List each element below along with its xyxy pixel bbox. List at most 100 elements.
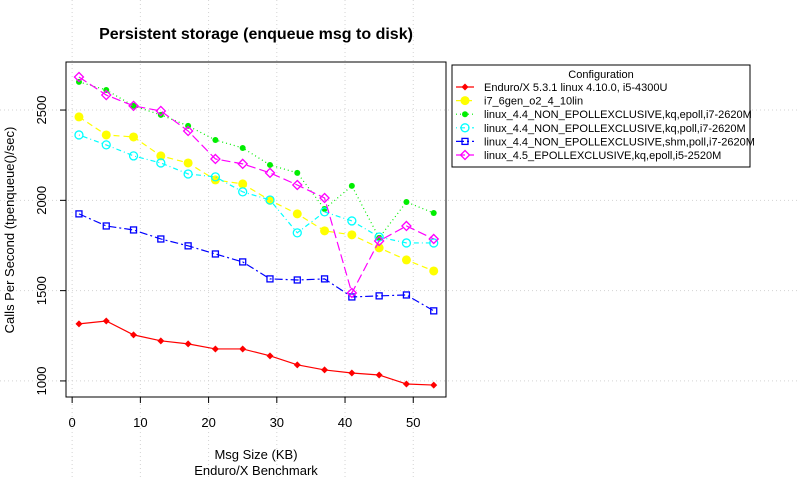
data-point: [128, 100, 139, 112]
series-5: [73, 71, 440, 299]
data-point: [266, 161, 273, 168]
data-point: [156, 158, 166, 168]
legend-marker: [462, 111, 468, 118]
data-point: [237, 158, 249, 170]
legend-label: i7_6gen_o2_4_10lin: [484, 96, 583, 108]
data-point: [430, 381, 438, 389]
data-point: [102, 222, 110, 230]
data-point: [184, 340, 192, 348]
legend-item: linux_4.5_EPOLLEXCLUSIVE,kq,epoll,i5-252…: [456, 149, 721, 162]
data-point: [266, 352, 274, 360]
data-point: [157, 235, 165, 243]
legend-label: linux_4.4_NON_EPOLLEXCLUSIVE,kq,epoll,i7…: [484, 109, 752, 121]
series-2: [75, 78, 437, 241]
data-point: [348, 369, 356, 377]
data-point: [130, 331, 138, 339]
series-line: [78, 320, 434, 386]
x-axis-label: Msg Size (KB): [214, 447, 297, 462]
data-point: [156, 151, 166, 161]
data-point: [321, 366, 329, 374]
data-point: [183, 169, 193, 179]
series-line: [78, 116, 434, 272]
data-point: [182, 125, 194, 137]
data-point: [210, 175, 220, 185]
legend-item: linux_4.4_NON_EPOLLEXCLUSIVE,kq,epoll,i7…: [456, 109, 752, 121]
legend: Configuration Enduro/X 5.3.1 linux 4.10.…: [451, 64, 755, 168]
data-point: [266, 275, 274, 283]
series-1: [74, 112, 439, 276]
data-point: [155, 105, 167, 117]
series-4: [75, 210, 438, 315]
data-point: [428, 233, 440, 245]
y-tick-label: 1000: [34, 366, 49, 395]
data-point: [211, 250, 220, 258]
data-point: [291, 179, 303, 191]
legend-label: linux_4.4_NON_EPOLLEXCLUSIVE,kq,poll,i7-…: [484, 123, 746, 135]
data-point: [157, 337, 165, 345]
legend-marker: [461, 83, 469, 91]
data-point: [429, 266, 439, 276]
data-point: [402, 291, 411, 299]
data-point: [211, 345, 219, 353]
x-tick-label: 0: [69, 415, 76, 430]
series-line: [78, 134, 434, 244]
data-point: [375, 371, 383, 379]
chart-subtitle: Enduro/X Benchmark: [194, 463, 318, 478]
data-point: [347, 216, 357, 226]
legend-label: linux_4.5_EPOLLEXCLUSIVE,kq,epoll,i5-252…: [484, 150, 721, 162]
data-point: [130, 102, 137, 109]
data-point: [403, 198, 410, 205]
data-point: [430, 209, 437, 216]
data-point: [74, 112, 84, 122]
data-point: [293, 361, 301, 369]
legend-marker: [460, 96, 470, 106]
legend-item: linux_4.4_NON_EPOLLEXCLUSIVE,kq,poll,i7-…: [456, 123, 746, 135]
data-point: [128, 151, 139, 161]
legend-label: linux_4.4_NON_EPOLLEXCLUSIVE,shm,poll,i7…: [484, 136, 755, 148]
data-point: [375, 292, 383, 300]
data-point: [129, 226, 138, 234]
data-point: [292, 228, 302, 238]
data-point: [319, 192, 330, 204]
legend-item: Enduro/X 5.3.1 linux 4.10.0, i5-4300U: [456, 82, 668, 94]
series-3: [74, 130, 439, 248]
x-tick-label: 40: [338, 415, 352, 430]
data-point: [212, 137, 219, 144]
data-point: [401, 255, 411, 265]
series-layer: [73, 71, 440, 389]
data-point: [239, 258, 247, 266]
data-point: [184, 242, 192, 250]
data-point: [101, 130, 111, 140]
data-point: [320, 275, 329, 283]
data-point: [293, 276, 301, 284]
data-point: [100, 89, 112, 101]
series-line: [78, 81, 434, 240]
data-point: [265, 195, 275, 205]
axes: 0 10 20 30 40 50 1000 1500 2000 2500: [34, 96, 420, 430]
data-point: [239, 345, 247, 353]
data-point: [129, 132, 139, 142]
data-point: [348, 182, 355, 189]
data-point: [238, 179, 248, 189]
data-point: [75, 210, 83, 218]
data-point: [101, 140, 111, 150]
data-point: [373, 235, 385, 247]
y-tick-label: 2000: [34, 186, 49, 215]
plot-frame: [65, 61, 447, 398]
data-point: [347, 230, 357, 240]
data-point: [183, 158, 193, 168]
data-point: [402, 380, 410, 388]
data-point: [430, 307, 438, 315]
x-tick-label: 30: [270, 415, 284, 430]
y-tick-label: 1500: [34, 276, 49, 305]
legend-item: i7_6gen_o2_4_10lin: [456, 96, 583, 108]
y-axis-label: Calls Per Second (tpenqueue()/sec): [2, 127, 17, 334]
data-point: [239, 144, 246, 151]
data-point: [75, 320, 83, 328]
data-point: [294, 169, 301, 176]
data-point: [292, 209, 302, 219]
legend-label: Enduro/X 5.3.1 linux 4.10.0, i5-4300U: [484, 82, 668, 94]
data-point: [73, 71, 85, 83]
data-point: [401, 238, 412, 248]
